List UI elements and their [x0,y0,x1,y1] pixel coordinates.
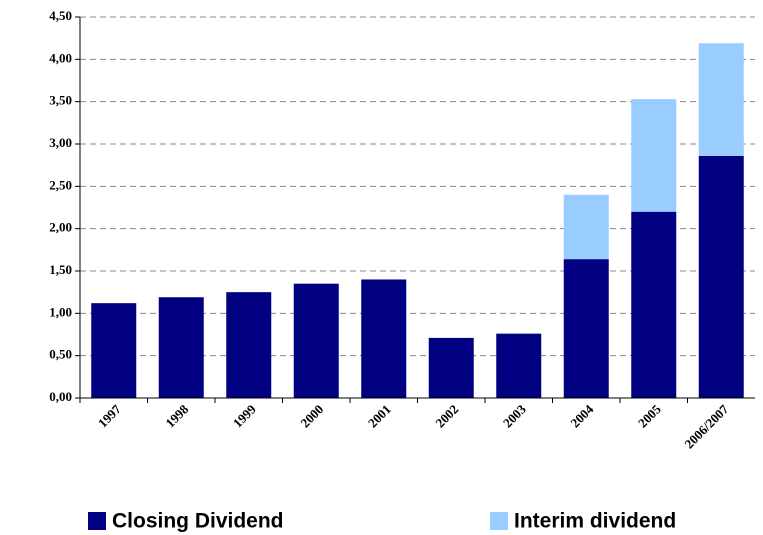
y-tick-label: 1,50 [49,262,72,277]
y-tick-label: 3,50 [49,93,72,108]
x-tick-label: 2003 [500,401,529,430]
legend-label: Interim dividend [514,510,676,533]
bar [563,259,609,398]
y-tick-label: 1,00 [49,304,72,319]
y-tick-label: 4,00 [49,50,72,65]
y-tick-label: 0,50 [49,347,72,362]
x-tick-label: 2006/2007 [681,401,731,451]
legend-label: Closing Dividend [112,510,284,533]
bar [563,194,609,260]
bar [698,155,744,398]
bar [428,337,474,398]
bar [293,283,339,398]
bar [158,297,204,398]
bar [226,292,272,398]
x-tick-label: 2005 [635,401,664,430]
bar [631,99,677,212]
x-tick-label: 1999 [230,401,259,430]
x-tick-label: 1998 [162,401,191,430]
x-tick-label: 2002 [432,402,461,431]
bar [361,279,407,398]
y-tick-label: 4,50 [49,8,72,23]
x-tick-label: 2004 [567,401,596,430]
y-tick-label: 2,50 [49,177,72,192]
x-tick-label: 2001 [365,402,394,431]
bar [91,303,137,398]
x-tick-label: 1997 [95,401,124,430]
legend-swatch [88,512,106,530]
bar [631,211,677,398]
bar [496,333,542,398]
y-tick-label: 0,00 [49,389,72,404]
bar [698,43,744,156]
x-tick-label: 2000 [297,402,326,431]
legend-swatch [490,512,508,530]
y-tick-label: 2,00 [49,220,72,235]
y-tick-label: 3,00 [49,135,72,150]
